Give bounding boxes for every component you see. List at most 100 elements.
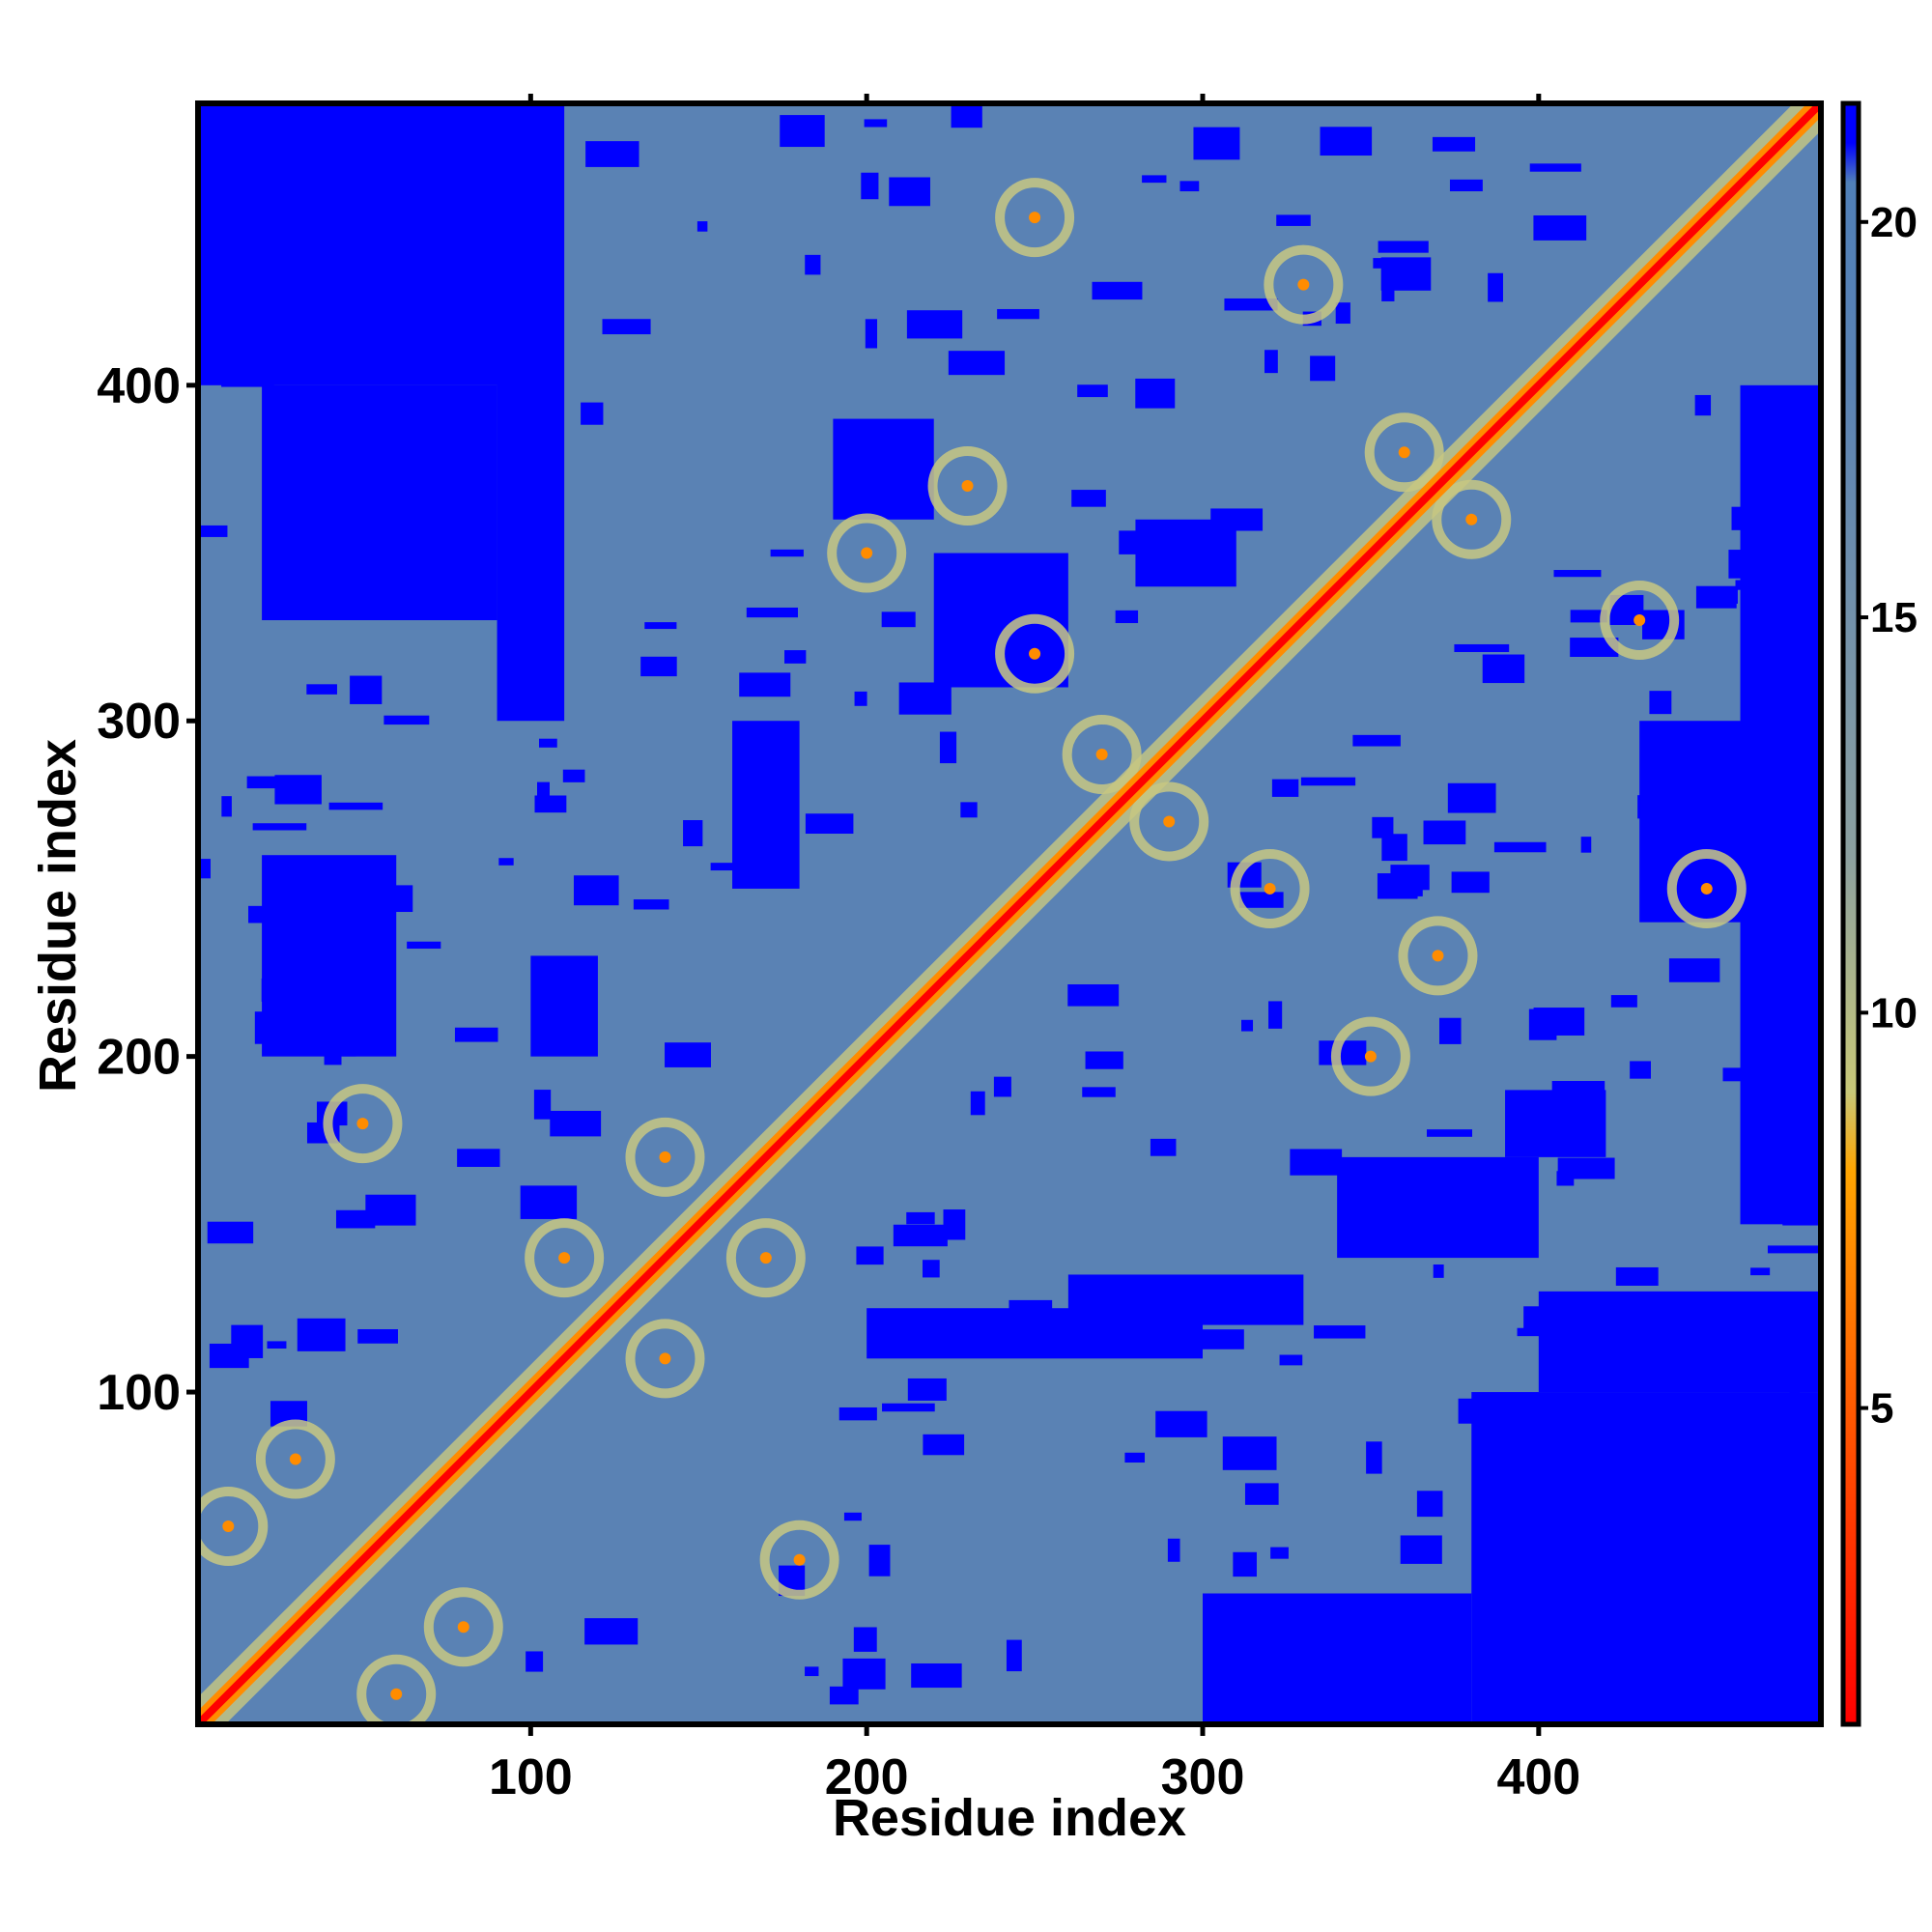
far-speckle [297,1318,346,1351]
far-speckle [221,796,232,817]
far-speckle [1222,1436,1277,1470]
far-speckle [359,347,384,363]
contact-ring [1666,848,1747,928]
x-tick-label: 300 [1161,1749,1245,1805]
far-speckle [633,899,669,910]
far-speckle [404,211,447,238]
far-speckle [766,853,797,887]
far-speckle [739,672,791,697]
colorbar-tick-label: 5 [1870,1385,1893,1433]
far-speckle [254,1011,275,1044]
far-speckle [1793,930,1817,952]
far-speckle [1668,958,1720,982]
far-speckle [993,1076,1011,1097]
far-speckle [243,348,260,362]
y-tick-label: 300 [97,694,181,750]
far-speckle [838,1406,877,1421]
x-tick-label: 400 [1496,1749,1580,1805]
far-speckle [1423,820,1466,845]
far-region [530,955,598,1057]
far-speckle [1517,1327,1571,1337]
far-speckle [1720,586,1738,604]
far-speckle [1119,530,1161,554]
far-speckle [1268,1001,1283,1029]
contact-point [1095,748,1108,760]
far-speckle [550,1110,602,1137]
far-speckle [1155,1410,1208,1437]
far-speckle [1009,1299,1053,1328]
far-speckle [457,1149,500,1167]
far-speckle [1233,1551,1257,1577]
far-speckle [770,549,804,557]
contact-point [793,1553,806,1566]
far-speckle [1372,816,1394,838]
contact-point [759,1252,772,1264]
far-speckle [1722,1067,1767,1082]
far-speckle [573,875,619,906]
contact-ring [625,1117,705,1197]
far-speckle [410,601,463,610]
far-speckle [1276,214,1311,226]
far-speckle [1290,1149,1343,1176]
far-speckle [520,1185,578,1219]
far-speckle [1124,1452,1146,1463]
far-speckle [1810,1011,1821,1039]
far-speckle [1395,1161,1438,1189]
contact-ring [1062,714,1142,794]
far-speckle [1077,384,1108,398]
far-speckle [350,675,383,704]
far-speckle [854,691,867,706]
contact-point [558,1252,571,1264]
far-speckle [1238,892,1284,908]
far-speckle [1377,873,1418,899]
colorbar-tick-label: 10 [1870,989,1918,1037]
far-speckle [939,731,957,764]
far-speckle [445,213,480,224]
far-speckle [1271,779,1299,797]
far-speckle [1240,1019,1254,1032]
far-speckle [1630,1061,1651,1079]
far-speckle [1694,394,1712,416]
far-speckle [843,1512,862,1521]
colorbar [1840,100,1861,1727]
far-speckle [602,319,651,335]
far-speckle [384,715,430,725]
far-speckle [1773,1452,1808,1476]
far-region [1538,1291,1821,1393]
far-speckle [1320,127,1373,156]
far-speckle [1251,1287,1265,1297]
far-speckle [1720,780,1747,804]
far-speckle [849,457,877,479]
far-speckle [1616,1492,1649,1510]
far-speckle [829,1686,859,1705]
far-speckle [882,1403,935,1412]
far-speckle [1750,1267,1771,1276]
far-speckle [1746,1599,1765,1607]
far-speckle [1067,984,1120,1007]
x-tick-label: 100 [489,1749,573,1805]
far-speckle [1610,995,1637,1008]
far-speckle [696,221,708,232]
contact-point [390,1688,403,1700]
far-speckle [1585,1676,1599,1702]
far-speckle [1447,782,1496,813]
far-speckle [861,172,879,200]
far-speckle [1366,1441,1382,1474]
far-speckle [805,1666,819,1677]
far-speckle [1381,287,1395,301]
far-speckle [1433,1264,1444,1278]
colorbar-tick-label: 20 [1870,199,1918,246]
far-speckle [970,1091,985,1116]
far-speckle [1199,1329,1244,1350]
x-axis-title: Residue index [833,1789,1186,1847]
contact-point [1465,513,1478,526]
far-region [262,384,497,621]
far-speckle [342,1041,356,1057]
far-speckle [1553,570,1602,578]
far-speckle [907,1378,947,1401]
far-speckle [644,622,677,630]
far-region [1505,1090,1606,1157]
contact-point [1029,212,1041,224]
contact-ring [1129,781,1209,862]
far-region [1203,1593,1472,1724]
